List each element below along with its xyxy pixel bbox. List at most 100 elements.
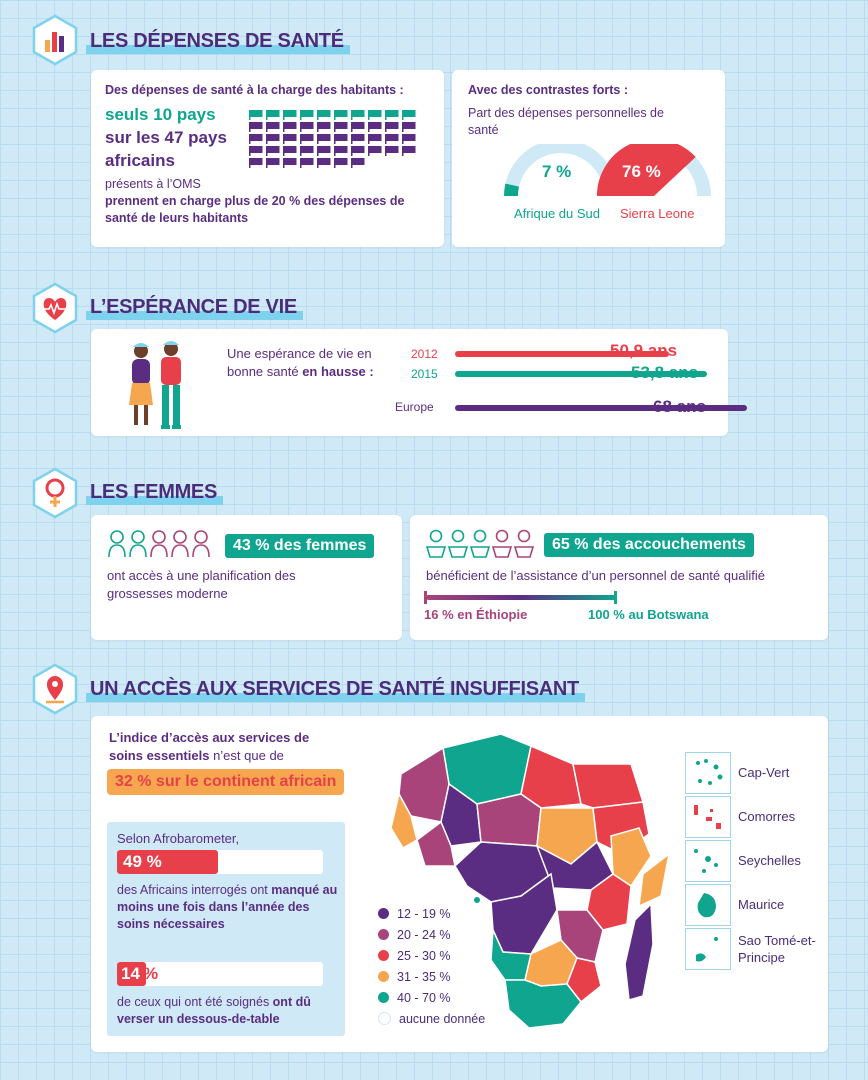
island-label-seychelles: Seychelles <box>738 853 801 868</box>
bar-europe <box>455 405 747 411</box>
island-box-comorres <box>685 796 731 838</box>
section-title-acces: UN ACCÈS AUX SERVICES DE SANTÉ INSUFFISA… <box>86 678 585 702</box>
femmes-text: ont accès à une planification des grosse… <box>107 568 296 601</box>
legend-swatch <box>378 929 389 940</box>
woman-icon <box>129 530 147 558</box>
legend-item: 31 - 35 % <box>378 966 485 987</box>
flag-icon <box>317 134 331 144</box>
index-text: L’indice d’accès aux services de soins e… <box>109 730 310 763</box>
bar-2015 <box>455 371 707 377</box>
legend-item: 20 - 24 % <box>378 924 485 945</box>
depenses-line4: présents à l’OMS <box>105 177 201 191</box>
flag-icon <box>385 146 399 156</box>
flag-icon <box>317 158 331 168</box>
map-legend: 12 - 19 % 20 - 24 % 25 - 30 % 31 - 35 % … <box>378 903 485 1029</box>
baby-icons <box>426 529 535 558</box>
stat2-text: de ceux qui ont été soignés ont dû verse… <box>117 995 311 1026</box>
stat2-value-pct: % <box>143 964 159 983</box>
island-label-cap-vert: Cap-Vert <box>738 765 790 780</box>
woman-icon <box>192 530 210 558</box>
woman-icon <box>108 530 126 558</box>
africa-map <box>390 733 671 1029</box>
woman-icon <box>171 530 189 558</box>
flag-icon <box>351 122 365 132</box>
femmes-badge: 43 % des femmes <box>225 534 375 558</box>
section-title-femmes: LES FEMMES <box>86 481 224 505</box>
flag-icon <box>249 134 263 144</box>
flag-icon <box>385 134 399 144</box>
flag-icon <box>368 134 382 144</box>
flag-icon <box>300 158 314 168</box>
depenses-line2: sur les 47 pays <box>105 128 227 147</box>
flag-icon <box>249 110 263 120</box>
gauge-right-sector <box>597 144 696 196</box>
flag-icon <box>300 122 314 132</box>
row-label-2012: 2012 <box>411 347 438 361</box>
female-symbol-icon <box>32 467 78 519</box>
contrast-subtitle: Part des dépenses personnelles de santé <box>468 106 664 137</box>
chart-icon <box>32 14 78 66</box>
flag-icon <box>402 134 416 144</box>
gauge-left-value: 7 % <box>542 162 572 181</box>
couple-illustration <box>129 341 181 429</box>
contrast-title: Avec des contrastes forts : <box>468 83 629 97</box>
baby-icon <box>447 529 469 558</box>
stat2-bar-track <box>117 962 323 986</box>
range-bar <box>426 595 616 600</box>
legend-swatch <box>378 1012 391 1025</box>
esperance-text: Une espérance de vie en bonne santé en h… <box>227 346 374 379</box>
gauge-left-label: Afrique du Sud <box>514 206 601 221</box>
flag-icon <box>266 158 280 168</box>
card-accouchements: 65 % des accouchements bénéficient de l’… <box>410 515 828 640</box>
flag-icon <box>334 122 348 132</box>
depenses-line3: africains <box>105 151 175 170</box>
gauge-right-value: 76 % <box>622 162 661 181</box>
stat1-text: des Africains interrogés ont manqué au m… <box>117 883 338 931</box>
legend-swatch <box>378 908 389 919</box>
row-value-2015: 53,8 ans <box>631 363 699 382</box>
flag-icon <box>266 134 280 144</box>
stat1-bar-fill <box>117 850 218 874</box>
flag-icon <box>402 110 416 120</box>
flag-icon <box>283 122 297 132</box>
flag-icon <box>402 122 416 132</box>
card-contrastes: Avec des contrastes forts : Part des dép… <box>452 70 725 247</box>
baby-icon <box>491 529 513 558</box>
legend-item: 12 - 19 % <box>378 903 485 924</box>
flag-icon <box>317 122 331 132</box>
section-title-esperance: L’ESPÉRANCE DE VIE <box>86 296 303 320</box>
flags-grid <box>249 110 416 168</box>
flag-icon <box>266 122 280 132</box>
flag-icon <box>300 110 314 120</box>
row-value-2012: 50,9 ans <box>610 341 678 360</box>
flag-icon <box>334 134 348 144</box>
baby-icon <box>469 529 491 558</box>
row-label-2015: 2015 <box>411 367 438 381</box>
flag-icon <box>351 158 365 168</box>
flag-icon <box>300 146 314 156</box>
flag-icon <box>249 122 263 132</box>
flag-icon <box>249 158 263 168</box>
bar-2012 <box>455 351 669 357</box>
range-tick-left <box>424 591 427 604</box>
card-esperance: Une espérance de vie en bonne santé en h… <box>91 329 747 436</box>
island-label-comorres: Comorres <box>738 809 796 824</box>
flag-icon <box>334 158 348 168</box>
gauge-right-label: Sierra Leone <box>620 206 695 221</box>
island-box-seychelles <box>685 840 731 882</box>
heart-icon <box>32 282 78 334</box>
accouchements-badge: 65 % des accouchements <box>544 533 754 557</box>
stat2-value-num: 14 <box>121 964 140 983</box>
legend-item: 25 - 30 % <box>378 945 485 966</box>
baby-icon <box>426 529 447 558</box>
island-box-cap-vert <box>685 752 731 794</box>
card-femmes: 43 % des femmes ont accès à une planific… <box>91 515 402 640</box>
gauges <box>504 144 711 197</box>
legend-swatch <box>378 950 389 961</box>
island-box-maurice <box>685 884 731 926</box>
accouchements-text: bénéficient de l’assistance d’un personn… <box>426 568 765 583</box>
flag-icon <box>334 146 348 156</box>
legend-item: aucune donnée <box>378 1008 485 1029</box>
flag-icon <box>334 110 348 120</box>
row-value-europe: 68 ans <box>653 397 706 416</box>
